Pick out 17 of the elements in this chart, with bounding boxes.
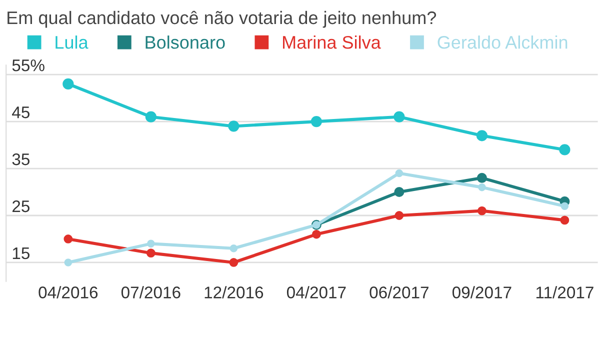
- legend-label: Lula: [56, 36, 88, 49]
- x-tick-label: 04/2016: [38, 286, 98, 298]
- x-tick-label: 07/2016: [121, 286, 180, 298]
- x-tick-label: 11/2017: [536, 286, 594, 298]
- y-tick-label: 25: [12, 200, 30, 212]
- chart-title: Em qual candidato você não votaria de jeito nenhum?: [8, 10, 436, 28]
- y-tick-label: 35: [12, 153, 30, 166]
- legend-label: Bolsonaro: [146, 36, 225, 49]
- x-tick-label: 12/2016: [204, 286, 264, 298]
- legend-label: Marina Silva: [283, 36, 381, 49]
- y-tick-label: 15: [12, 248, 30, 260]
- x-tick-label: 06/2017: [370, 286, 428, 298]
- x-tick-label: 09/2017: [452, 286, 512, 298]
- x-tick-label: 04/2017: [286, 286, 346, 298]
- y-tick-label: 55%: [12, 60, 44, 72]
- y-tick-label: 45: [12, 106, 30, 118]
- legend-label: Geraldo Alckmin: [438, 36, 568, 49]
